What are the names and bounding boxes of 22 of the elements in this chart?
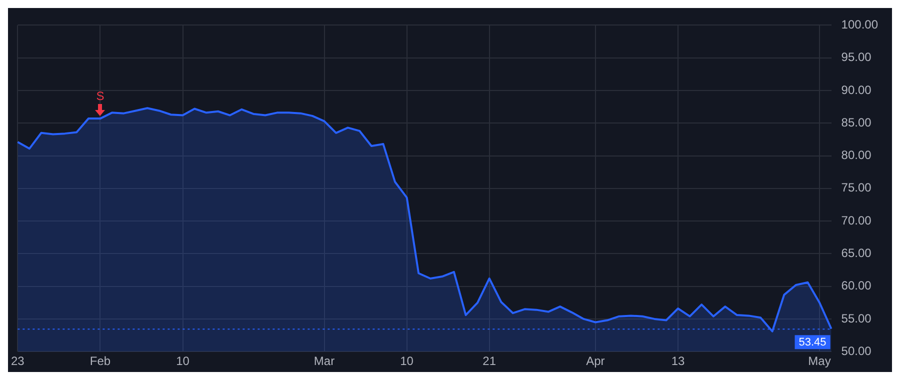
y-tick-label: 100.00 <box>841 18 878 32</box>
x-tick-label: Feb <box>90 354 111 368</box>
y-tick-label: 85.00 <box>841 115 872 130</box>
x-tick-label: 10 <box>176 354 190 368</box>
x-tick-label: 10 <box>400 354 414 368</box>
y-tick-label: 80.00 <box>841 148 872 162</box>
y-tick-label: 55.00 <box>841 311 872 326</box>
annotation: S <box>96 88 104 103</box>
x-tick-label: 13 <box>671 354 685 368</box>
ref-line-label: 53.45 <box>798 336 826 349</box>
y-tick-label: 75.00 <box>841 180 872 195</box>
y-tick-label: 90.00 <box>841 82 872 97</box>
y-tick-label: 65.00 <box>841 246 872 260</box>
x-tick-label: 23 <box>10 354 25 368</box>
x-tick-label: Apr <box>586 354 605 368</box>
x-tick-label: Mar <box>314 354 335 368</box>
y-tick-label: 60.00 <box>841 278 872 293</box>
y-tick-label: 50.00 <box>841 344 872 358</box>
y-tick-label: 95.00 <box>841 50 872 64</box>
x-tick-label: May <box>808 354 831 368</box>
x-tick-label: 21 <box>482 354 496 368</box>
y-tick-label: 70.00 <box>841 213 872 228</box>
